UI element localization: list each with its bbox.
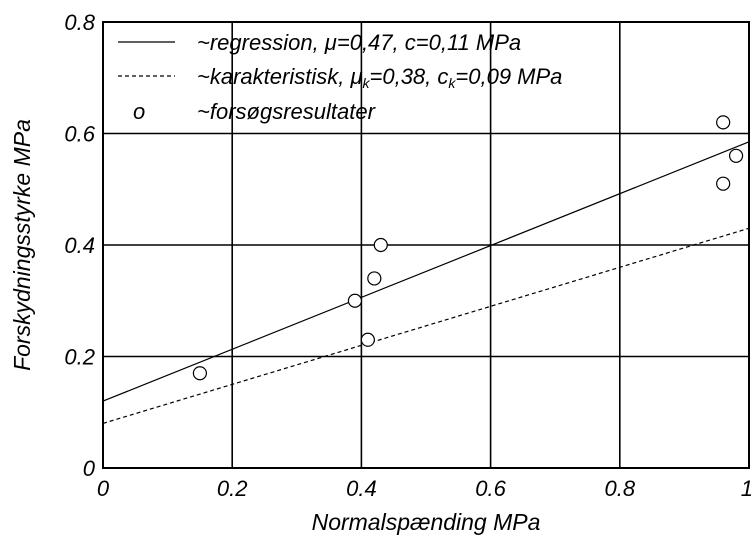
y-tick-label: 0.6 [64,122,95,147]
y-tick-label: 0 [83,456,96,481]
legend-karakteristisk-label: ~karakteristisk, μk=0,38, ck=0,09 MPa [197,64,562,91]
regression-line [102,141,750,402]
x-tick-label: 0.8 [605,476,636,501]
data-point [716,176,731,191]
legend: ~regression, μ=0,47, c=0,11 MPa ~karakte… [118,30,562,124]
x-axis-title: Normalspænding MPa [312,509,541,535]
legend-points-marker: o [133,99,145,124]
y-axis-title: Forskydningsstyrke MPa [9,119,35,371]
x-tick-label: 0 [97,476,110,501]
karakteristisk-line [102,227,750,424]
data-point [716,115,731,130]
plot-frame [102,21,750,469]
data-point [373,237,388,253]
data-point [192,366,207,381]
y-tick-label: 0.4 [64,233,95,258]
x-tick-label: 0.2 [217,476,248,501]
data-point [347,293,363,308]
data-point [367,271,382,286]
y-tick-label: 0.8 [64,10,95,35]
data-point [360,332,375,347]
legend-regression-label: ~regression, μ=0,47, c=0,11 MPa [197,30,521,55]
tick-labels: 0 0.2 0.4 0.6 0.8 1 0 0.2 0.4 0.6 0.8 [64,10,753,501]
data-point [728,148,744,163]
x-tick-label: 1 [741,476,753,501]
x-tick-label: 0.6 [475,476,506,501]
x-tick-label: 0.4 [346,476,377,501]
y-tick-label: 0.2 [64,345,95,370]
series-layer [102,115,750,424]
legend-points-label: ~forsøgsresultater [197,99,377,124]
